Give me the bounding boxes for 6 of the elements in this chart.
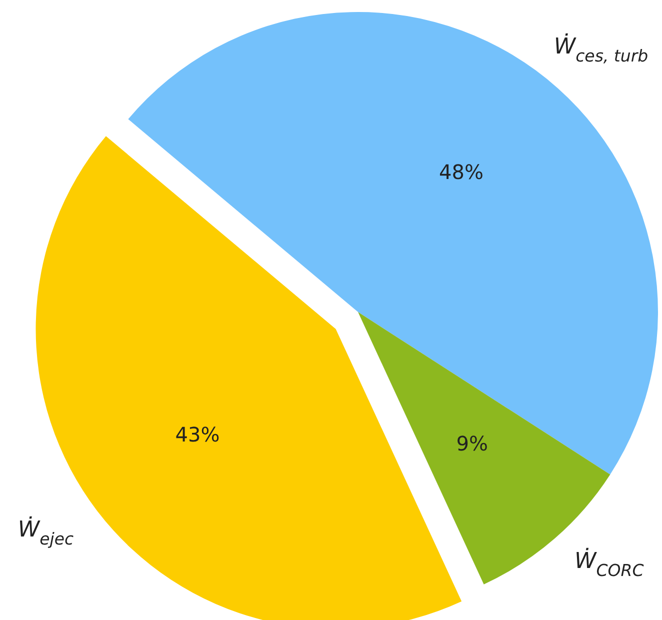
- slice-label: Ẇ$_{ces, turb}$: [554, 32, 648, 66]
- data-label: 48%: [439, 160, 484, 184]
- slice-label: Ẇ$_{ejec}$: [18, 514, 74, 548]
- data-label: 43%: [175, 422, 220, 447]
- slice-label: Ẇ$_{CORC}$: [574, 546, 644, 580]
- data-label: 9%: [456, 431, 488, 456]
